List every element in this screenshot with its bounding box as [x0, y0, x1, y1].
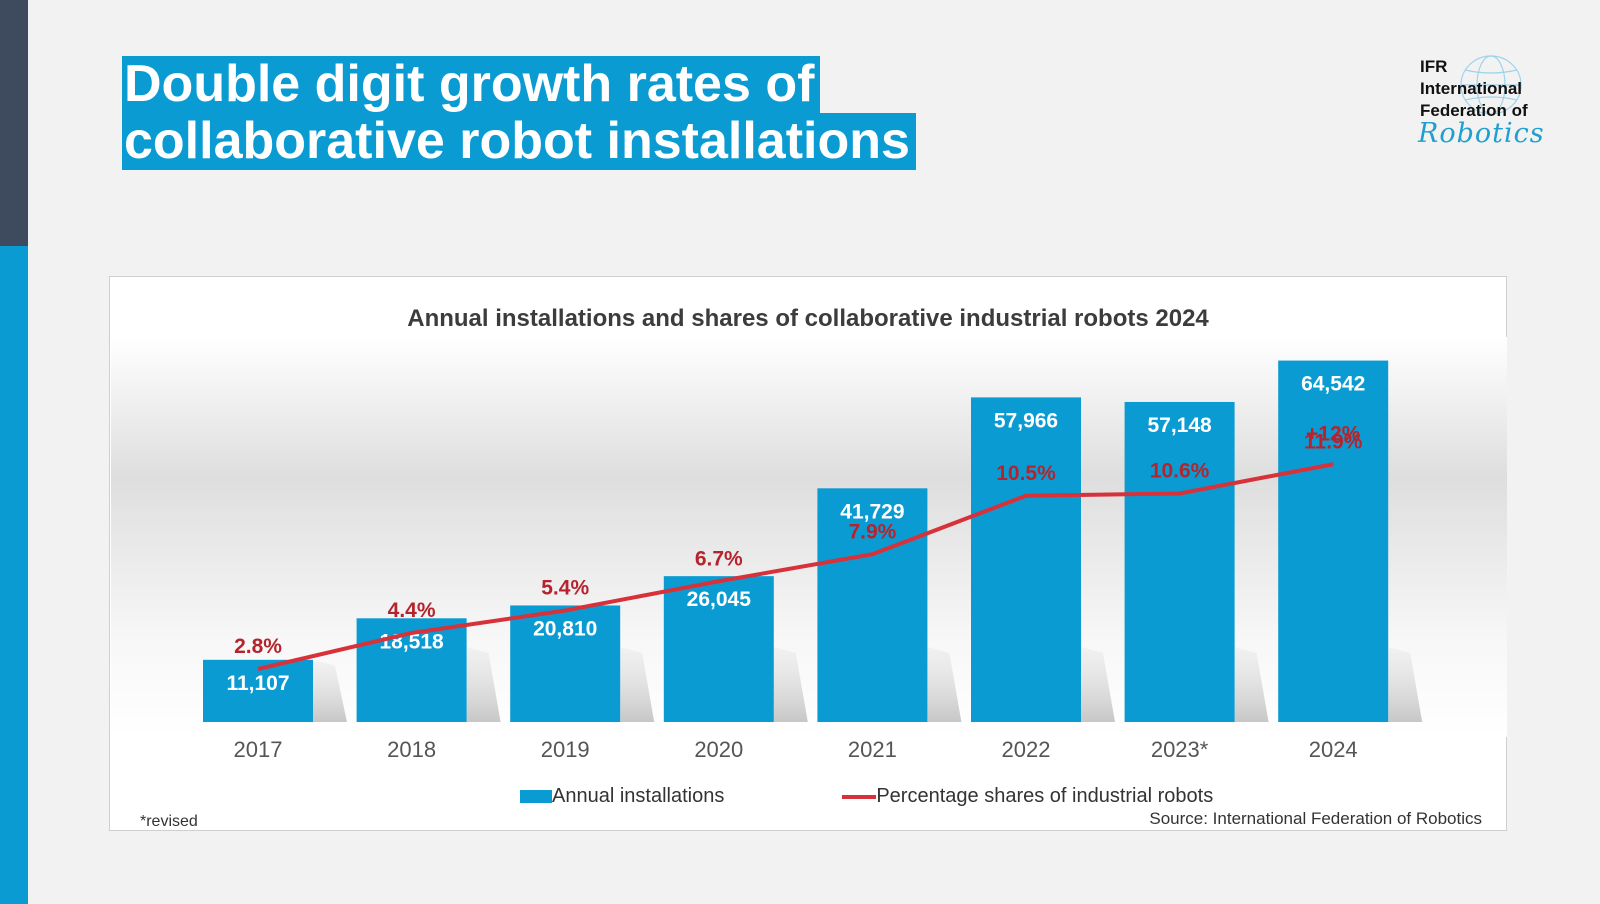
legend-label-shares: Percentage shares of industrial robots: [876, 785, 1214, 807]
plot-background: [111, 337, 1507, 737]
logo-line-federation: Federation of: [1420, 101, 1528, 120]
share-value-label: 10.6%: [1150, 460, 1210, 483]
bar-value-label: 20,810: [533, 617, 597, 640]
headline-line-2: collaborative robot installations: [122, 113, 916, 170]
bar: [663, 576, 774, 722]
bar-shadow: [620, 647, 655, 722]
x-tick-label: 2022: [1002, 737, 1051, 762]
bar-value-label: 64,542: [1301, 373, 1365, 396]
bar-shadow: [927, 647, 962, 722]
bar-shadow: [1234, 647, 1269, 722]
bar-shadow: [313, 659, 347, 722]
share-labels-group: 2.8% 4.4% 5.4% 6.7% 7.9% 10.5% 10.6% 11.9%: [234, 430, 1363, 658]
bar: [1278, 360, 1389, 722]
bar-value-label: 41,729: [840, 500, 904, 523]
share-value-label: 2.8%: [234, 635, 282, 658]
bar: [356, 618, 467, 722]
share-value-label: 5.4%: [541, 577, 589, 600]
headline-line-1: Double digit growth rates of: [122, 56, 821, 113]
bar: [817, 488, 928, 722]
bar-shadows: [313, 647, 1423, 722]
x-tick-label: 2021: [848, 737, 897, 762]
bar: [510, 605, 621, 722]
sidebar-accent-blue: [0, 246, 28, 904]
logo-line-international: International: [1420, 79, 1523, 98]
globe-icon: [1460, 55, 1522, 115]
bar-shadow: [1081, 647, 1115, 722]
bar-value-label: 26,045: [687, 588, 752, 611]
x-tick-label: 2024: [1309, 737, 1358, 762]
legend-label-installations: Annual installations: [552, 785, 725, 807]
sidebar-accent-dark: [0, 0, 28, 246]
logo-line-ifr: IFR: [1420, 57, 1448, 76]
bar-value-label: 11,107: [226, 672, 289, 695]
share-line-group: [257, 462, 1334, 671]
share-value-label: 4.4%: [388, 599, 436, 622]
logo-script-robotics: Robotics: [1418, 118, 1545, 149]
bar-value-label: 57,148: [1147, 414, 1212, 437]
share-value-label: 11.9%: [1304, 430, 1363, 453]
x-tick-label: 2018: [387, 737, 436, 762]
slide-headline: Double digit growth rates of collaborati…: [122, 56, 916, 170]
revised-footnote: *revised: [140, 813, 198, 830]
share-line: [257, 462, 1334, 671]
bar-shadow: [466, 647, 501, 722]
growth-annotation: +12%: [1306, 423, 1361, 446]
share-value-label: 6.7%: [695, 547, 743, 570]
legend-swatch-line: [842, 794, 877, 799]
source-note: Source: International Federation of Robo…: [1149, 809, 1482, 828]
chart-legend: Annual installations Percentage shares o…: [520, 785, 1213, 808]
x-tick-label: 2020: [694, 737, 743, 762]
ifr-logo: IFR International Federation of Robotics: [1418, 55, 1570, 156]
bar: [203, 659, 313, 722]
share-value-label: 7.9%: [848, 520, 896, 543]
bar-shadow: [1388, 647, 1423, 722]
bar-shadow: [773, 647, 808, 722]
bar: [971, 397, 1081, 722]
x-tick-label: 2023*: [1151, 737, 1209, 762]
x-axis-ticks: 2017 2018 2019 2020 2021 2022 2023* 2024: [234, 737, 1358, 762]
chart-panel: 11,107 18,518 20,810 26,045 41,729 57,966 57,1…: [109, 276, 1507, 831]
x-tick-label: 2017: [234, 737, 283, 762]
bars-group: [203, 360, 1389, 722]
bar-value-label: 57,966: [994, 409, 1058, 432]
logo-wordmark: IFR International Federation of: [1420, 56, 1528, 122]
bar: [1124, 401, 1235, 722]
share-value-label: 10.5%: [996, 462, 1056, 485]
legend-swatch-bars: [520, 790, 552, 803]
x-tick-label: 2019: [541, 737, 590, 762]
chart-title: Annual installations and shares of colla…: [407, 305, 1209, 332]
